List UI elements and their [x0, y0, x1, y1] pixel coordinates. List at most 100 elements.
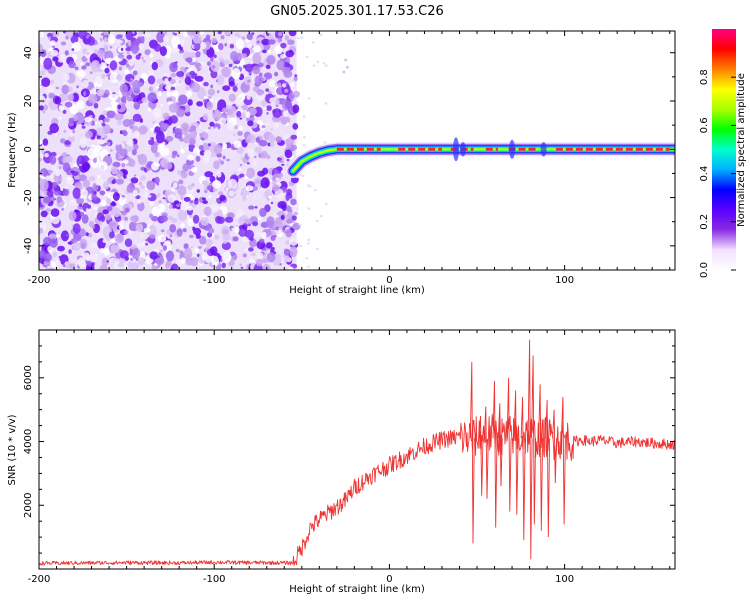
noise-speck — [252, 45, 262, 53]
noise-speck — [50, 261, 56, 269]
noise-speck — [284, 88, 289, 93]
noise-speck — [167, 194, 177, 203]
noise-speck — [116, 74, 123, 81]
noise-speck — [67, 176, 71, 181]
noise-speck — [85, 207, 92, 214]
noise-speck — [147, 225, 157, 238]
noise-speck — [156, 78, 165, 85]
noise-speck — [228, 37, 233, 44]
noise-speck — [228, 93, 236, 102]
noise-speck — [114, 233, 124, 244]
noise-speck — [43, 236, 52, 246]
snr-spike — [552, 409, 558, 484]
noise-speck — [166, 200, 169, 203]
noise-speck — [133, 174, 137, 177]
noise-speck — [280, 42, 287, 49]
noise-speck — [106, 110, 116, 119]
noise-speck — [217, 31, 222, 35]
noise-speck — [62, 73, 70, 81]
noise-speck — [260, 150, 268, 159]
noise-speck — [87, 204, 91, 209]
noise-speck — [123, 230, 128, 235]
noise-speck — [222, 107, 228, 113]
noise-speck — [160, 104, 163, 107]
noise-speck — [154, 126, 161, 133]
noise-speck — [324, 64, 328, 67]
noise-speck — [198, 145, 204, 151]
noise-speck — [164, 85, 172, 91]
noise-speck — [230, 51, 239, 62]
noise-speck — [302, 115, 306, 118]
noise-speck — [126, 64, 130, 67]
noise-speck — [55, 132, 58, 137]
noise-speck — [224, 216, 234, 223]
noise-speck — [266, 55, 276, 65]
noise-speck — [242, 253, 247, 258]
track-bump — [452, 137, 459, 162]
noise-speck — [280, 115, 288, 125]
noise-speck — [170, 72, 177, 78]
noise-speck — [58, 165, 62, 170]
noise-speck — [275, 214, 280, 218]
noise-speck — [189, 70, 196, 76]
noise-speck — [200, 216, 209, 226]
noise-speck — [132, 189, 138, 197]
noise-speck — [198, 31, 205, 35]
snr-spike — [545, 400, 551, 538]
noise-speck — [262, 49, 267, 54]
noise-speck — [191, 82, 201, 93]
snr-series — [39, 339, 675, 566]
noise-speck — [180, 122, 190, 134]
noise-speck — [177, 185, 187, 196]
noise-speck — [265, 242, 273, 249]
noise-speck — [214, 234, 220, 240]
noise-speck — [145, 242, 149, 246]
noise-speck — [205, 34, 211, 40]
noise-speck — [280, 54, 286, 59]
noise-speck — [203, 99, 208, 103]
noise-speck — [135, 223, 144, 233]
noise-speck — [68, 210, 77, 221]
noise-speck — [236, 146, 244, 154]
noise-speck — [80, 189, 89, 197]
noise-speck — [224, 43, 227, 47]
noise-speck — [292, 90, 300, 98]
snr-spike — [506, 377, 512, 512]
noise-speck — [207, 61, 211, 66]
noise-speck — [81, 125, 86, 129]
noise-speck — [254, 177, 263, 187]
noise-speck — [115, 178, 124, 185]
noise-speck — [137, 201, 145, 212]
noise-speck — [275, 136, 283, 143]
noise-speck — [107, 31, 114, 35]
noise-speck — [132, 70, 138, 76]
noise-speck — [96, 175, 101, 179]
noise-speck — [203, 96, 207, 99]
spectrogram-frame — [38, 30, 676, 271]
snr-y-tick-label: 4000 — [23, 429, 34, 454]
noise-speck — [147, 220, 153, 225]
noise-speck — [180, 196, 184, 200]
noise-speck — [119, 83, 128, 94]
noise-speck — [220, 35, 225, 40]
noise-speck — [126, 50, 130, 55]
noise-speck — [109, 45, 113, 49]
snr-axes: -200 -100 0 100 2000 4000 6000 — [23, 330, 675, 585]
noise-speck — [312, 64, 316, 67]
noise-speck — [97, 31, 104, 34]
noise-speck — [79, 137, 88, 148]
noise-speck — [285, 137, 295, 147]
noise-speck — [102, 239, 107, 243]
noise-speck — [82, 91, 87, 97]
noise-speck — [170, 86, 175, 91]
noise-speck — [274, 98, 280, 105]
noise-speck — [189, 234, 194, 239]
noise-speck — [261, 125, 266, 129]
noise-speck — [79, 203, 83, 208]
noise-speck — [228, 63, 233, 68]
noise-speck — [260, 177, 270, 189]
noise-speck — [62, 188, 70, 197]
noise-speck — [179, 149, 186, 154]
noise-speck — [130, 257, 134, 261]
noise-speck — [104, 213, 112, 221]
